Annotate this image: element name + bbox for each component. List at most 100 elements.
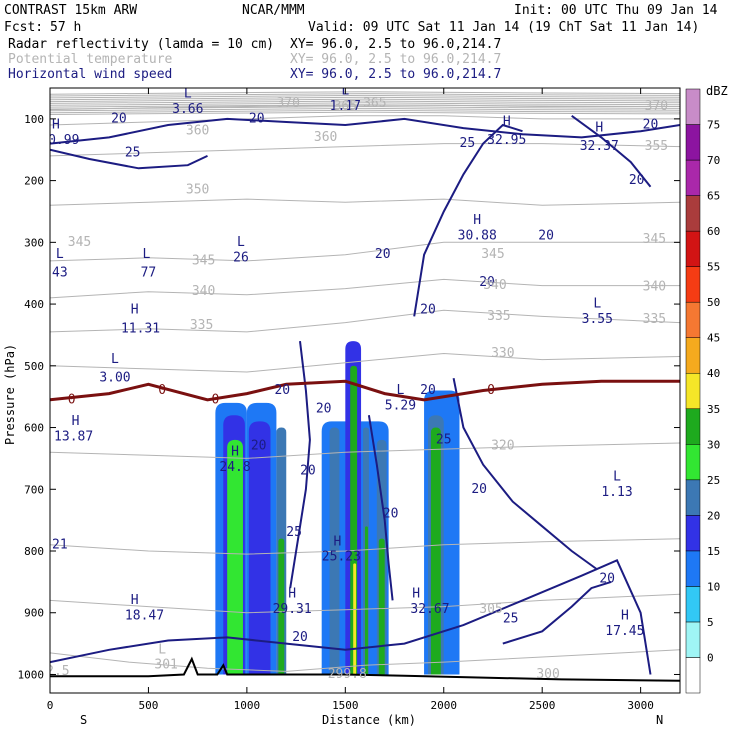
colorbar-tick-label: 0	[707, 651, 714, 664]
theta-contour	[50, 91, 680, 95]
reflectivity-cell	[365, 526, 368, 675]
y-tick-label: 800	[24, 545, 44, 558]
theta-contour	[50, 107, 680, 112]
colorbar-swatch	[685, 408, 701, 445]
theta-contour	[50, 105, 680, 110]
colorbar-swatch	[685, 230, 701, 267]
contour-label: 360	[186, 124, 209, 139]
contour-label: 13.87	[54, 429, 93, 444]
x-tick-label: 2500	[529, 699, 556, 712]
contour-label: 2.5	[46, 664, 69, 679]
y-tick-label: 300	[24, 236, 44, 249]
contour-label: 20	[251, 439, 267, 454]
theta-contour	[50, 309, 680, 333]
contour-label: 20	[300, 463, 316, 478]
terrain-layer	[50, 656, 680, 682]
contour-label: H	[334, 534, 342, 549]
colorbar-swatch	[685, 301, 701, 338]
contour-label: 25	[125, 145, 141, 160]
wind-contour	[367, 415, 394, 601]
colorbar-tick-label: 5	[707, 616, 714, 629]
x-tick-label: 1500	[332, 699, 359, 712]
contour-label: 1.13	[601, 485, 632, 500]
wind-contour	[502, 580, 612, 645]
x-axis-title: Distance (km)	[322, 713, 416, 727]
theta-contour	[50, 278, 680, 299]
x-end-label-left: S	[80, 713, 87, 727]
reflectivity-cell	[353, 563, 357, 675]
reflectivity-cell	[430, 427, 441, 675]
field-xy-reflectivity: XY= 96.0, 2.5 to 96.0,214.7	[290, 37, 501, 52]
y-tick-label: 400	[24, 298, 44, 311]
wind-contour	[452, 378, 598, 571]
y-tick-label: 900	[24, 607, 44, 620]
colorbar-tick-label: 30	[707, 438, 720, 451]
wind-contour	[50, 117, 680, 145]
field-name-reflectivity: Radar reflectivity (lamda = 10 cm)	[8, 37, 274, 52]
contour-label: 30.88	[458, 229, 497, 244]
contour-label: 30.99	[40, 133, 79, 148]
contour-label: 3.66	[172, 102, 203, 117]
colorbar-unit: dBZ	[706, 84, 728, 98]
colorbar-tick-label: 50	[707, 296, 720, 309]
fcst-value: 57 h	[50, 20, 81, 35]
colorbar-tick-label: 70	[707, 154, 720, 167]
contour-label: 20	[274, 383, 290, 398]
theta-contour	[50, 96, 680, 101]
y-tick-label: 1000	[18, 668, 45, 681]
colorbar-tick-label: 35	[707, 403, 720, 416]
model-title: CONTRAST 15km ARW	[4, 3, 137, 18]
colorbar-swatch	[685, 621, 701, 658]
colorbar: dBZ 0 5 10 15 20 25 30 35 40 45 50 55 60 65 70 75	[685, 84, 728, 694]
colorbar-tick-label: 40	[707, 367, 720, 380]
contour-label: H	[231, 445, 239, 460]
contour-label: L	[237, 235, 245, 250]
contour-label: 20	[111, 111, 127, 126]
colorbar-tick-label: 10	[707, 580, 720, 593]
contour-label: 0	[211, 392, 219, 407]
contour-label: 340	[483, 278, 506, 293]
x-end-label-right: N	[656, 713, 663, 727]
contour-label: 20	[471, 482, 487, 497]
contour-label: 18.47	[125, 608, 164, 623]
colorbar-tick-label: 25	[707, 474, 720, 487]
theta-contour	[50, 593, 680, 614]
contour-label: 11.31	[121, 321, 160, 336]
theta-contour	[50, 104, 680, 108]
contour-label: 20	[249, 111, 265, 126]
init-time: Init: 00 UTC Thu 09 Jan 14	[514, 3, 718, 18]
theta-contour	[50, 143, 680, 157]
y-tick-label: 100	[24, 113, 44, 126]
field-xy-theta: XY= 96.0, 2.5 to 96.0,214.7	[290, 52, 501, 67]
contour-label: 5.29	[385, 398, 416, 413]
contour-label: 20	[420, 383, 436, 398]
y-tick-label: 700	[24, 483, 44, 496]
freezing-level-layer	[50, 379, 680, 402]
contour-label: 20	[479, 275, 495, 290]
contour-label: 25.23	[322, 550, 361, 565]
colorbar-swatch	[685, 550, 701, 587]
contour-label: 345	[643, 232, 666, 247]
contour-label: 21	[52, 537, 68, 552]
x-tick-label: 3000	[627, 699, 654, 712]
colorbar-tick-label: 45	[707, 332, 720, 345]
contour-label: H	[288, 587, 296, 602]
contour-label: 370	[276, 96, 299, 111]
wind-contour	[50, 148, 208, 170]
contour-label: 355	[645, 139, 668, 154]
colorbar-swatch	[685, 195, 701, 232]
contour-label: H	[131, 593, 139, 608]
field-name-theta: Potential temperature	[8, 52, 173, 67]
contour-label: 25	[460, 136, 476, 151]
contour-label: 345	[68, 235, 91, 250]
contour-label: 43	[52, 266, 68, 281]
colorbar-tick-label: 65	[707, 190, 720, 203]
axes: 0 500 1000 1500 2000 2500 30001002003004005006…	[18, 87, 681, 712]
contour-label: 365	[363, 96, 386, 111]
theta-contour	[50, 109, 680, 114]
colorbar-tick-label: 55	[707, 261, 720, 274]
fcst-label: Fcst:	[4, 20, 43, 35]
reflectivity-cell	[378, 538, 385, 675]
contour-label: 370	[645, 99, 668, 114]
